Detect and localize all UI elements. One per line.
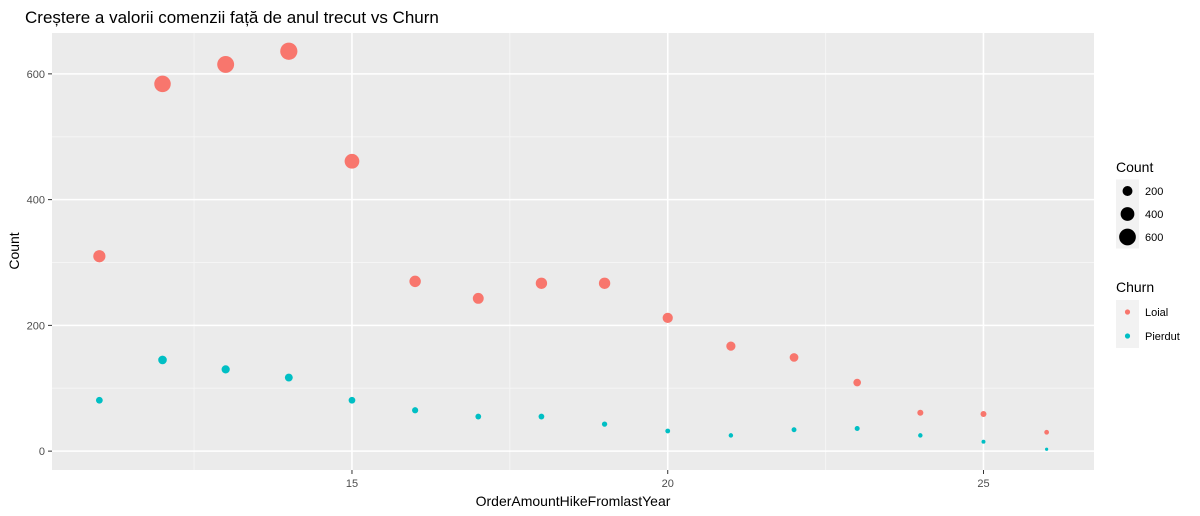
y-tick-label: 600	[27, 69, 45, 81]
point-pierdut	[221, 365, 230, 374]
size-legend-dot	[1119, 228, 1136, 246]
point-loial	[726, 341, 736, 351]
point-pierdut	[918, 433, 923, 438]
point-pierdut	[601, 421, 608, 427]
y-axis-title: Count	[6, 232, 22, 269]
point-pierdut	[158, 355, 167, 365]
point-loial	[789, 353, 799, 362]
point-loial	[917, 409, 924, 416]
data-points	[93, 42, 1050, 451]
size-legend-label: 200	[1145, 186, 1163, 198]
plot-panel	[52, 33, 1094, 470]
x-axis: 15 20 25	[346, 470, 990, 490]
y-tick-label: 400	[27, 195, 45, 207]
point-loial	[217, 55, 235, 73]
color-legend-label-loial: Loial	[1145, 307, 1168, 319]
color-legend: Churn Loial Pierdut	[1116, 279, 1180, 348]
point-loial	[980, 411, 987, 418]
point-pierdut	[348, 396, 356, 404]
point-pierdut	[1045, 447, 1049, 451]
point-pierdut	[981, 439, 986, 444]
size-legend: Count 200 400 600	[1116, 159, 1163, 249]
x-tick-label: 20	[662, 478, 674, 490]
point-loial	[472, 292, 484, 304]
x-axis-title: OrderAmountHikeFromlastYear	[476, 493, 671, 509]
point-loial	[280, 42, 298, 60]
chart-title: Creștere a valorii comenzii față de anul…	[25, 8, 439, 27]
x-tick-label: 15	[346, 478, 358, 490]
point-pierdut	[665, 428, 671, 434]
y-tick-label: 200	[27, 320, 45, 332]
size-legend-label: 400	[1145, 209, 1163, 221]
size-legend-label: 600	[1145, 232, 1163, 244]
color-legend-dot-pierdut	[1124, 333, 1131, 339]
point-pierdut	[538, 413, 545, 420]
minor-grid	[52, 33, 1094, 470]
point-pierdut	[854, 425, 860, 432]
size-legend-dot	[1122, 186, 1133, 196]
point-pierdut	[728, 433, 734, 438]
point-loial	[535, 277, 548, 289]
point-loial	[853, 378, 861, 387]
point-loial	[598, 277, 611, 289]
color-legend-title: Churn	[1116, 279, 1154, 295]
point-pierdut	[95, 396, 103, 404]
point-loial	[154, 75, 171, 93]
point-loial	[662, 312, 673, 323]
point-pierdut	[284, 373, 293, 382]
point-pierdut	[475, 413, 482, 420]
color-legend-dot-loial	[1124, 309, 1131, 315]
point-loial	[93, 250, 106, 263]
size-legend-dot	[1120, 207, 1135, 221]
point-pierdut	[791, 427, 797, 433]
y-axis: 0 200 400 600	[27, 69, 52, 458]
size-legend-title: Count	[1116, 159, 1153, 175]
color-legend-label-pierdut: Pierdut	[1145, 331, 1180, 343]
point-pierdut	[412, 407, 419, 414]
point-loial	[409, 275, 421, 288]
x-tick-label: 25	[977, 478, 989, 490]
point-loial	[1044, 429, 1050, 435]
major-grid	[52, 33, 1094, 470]
point-loial	[344, 153, 360, 169]
y-tick-label: 0	[39, 446, 45, 458]
